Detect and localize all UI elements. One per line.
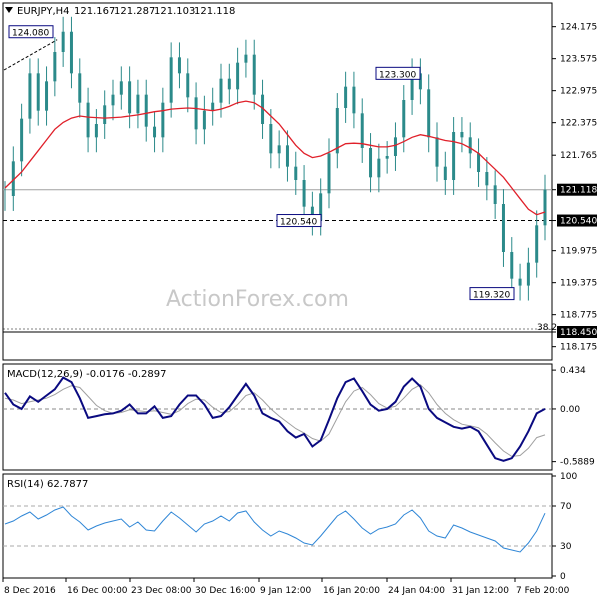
fib-level-label: 38.2 — [537, 323, 557, 333]
macd-title: MACD(12,26,9) -0.0176 -0.2897 — [7, 369, 167, 380]
x-tick-label: 9 Jan 12:00 — [260, 586, 312, 596]
y-tick-label: 118.775 — [560, 311, 597, 321]
price-annotation-label: 123.300 — [379, 70, 416, 80]
y-tick-label: 118.450 — [560, 328, 597, 338]
price-annotation-box — [8, 25, 54, 39]
x-tick-label: 16 Jan 20:00 — [323, 586, 380, 596]
y-tick-highlight — [557, 214, 597, 227]
price-annotation-box — [276, 214, 322, 228]
y-tick-label: 122.975 — [560, 87, 597, 97]
y-tick-label: 122.375 — [560, 119, 597, 129]
price-panel-frame — [2, 2, 553, 361]
y-tick-label: 121.118 — [560, 186, 597, 196]
macd-signal-line — [4, 384, 546, 457]
rsi-tick-label: 30 — [560, 542, 572, 552]
rsi-line — [4, 506, 546, 553]
rsi-tick-label: 100 — [560, 472, 577, 482]
price-annotation-label: 120.540 — [280, 218, 317, 228]
y-tick-label: 121.765 — [560, 151, 597, 161]
ohlc-close: 121.118 — [194, 6, 235, 17]
macd-tick-label: -0.5889 — [560, 458, 595, 468]
moving-average-line — [4, 100, 546, 216]
symbol-label: EURJPY,H4 — [17, 6, 70, 17]
y-tick-label: 119.975 — [560, 247, 597, 257]
y-tick-label: 118.175 — [560, 343, 597, 353]
x-tick-label: 24 Jan 04:00 — [388, 586, 445, 596]
rsi-title: RSI(14) 62.7877 — [7, 479, 88, 490]
watermark: ActionForex.com — [166, 287, 349, 312]
price-annotation-box — [469, 287, 515, 301]
y-tick-highlight — [557, 326, 597, 338]
dropdown-arrow-icon[interactable] — [5, 7, 13, 13]
rsi-panel-frame — [2, 473, 553, 579]
price-series-group: 124.080 123.300 120.540 119.320 38.2 — [3, 16, 557, 333]
rsi-series-group — [3, 505, 552, 553]
axes-group: 124.175 123.575 122.975 122.375 121.765 121.1… — [2, 23, 597, 596]
trendline — [3, 39, 58, 71]
rsi-tick-label: 70 — [560, 502, 572, 512]
ohlc-open: 121.167 — [74, 6, 115, 17]
macd-tick-label: 0.00 — [560, 405, 580, 415]
x-tick-label: 16 Dec 00:00 — [67, 586, 128, 596]
ohlc-high: 121.287 — [114, 6, 155, 17]
y-tick-highlight — [557, 183, 597, 196]
x-tick-label: 30 Dec 16:00 — [195, 586, 256, 596]
x-tick-label: 31 Jan 12:00 — [452, 586, 509, 596]
ohlc-low: 121.103 — [154, 6, 195, 17]
rsi-tick-label: 0 — [560, 572, 566, 582]
y-tick-label: 119.375 — [560, 279, 597, 289]
y-tick-label: 124.175 — [560, 23, 597, 33]
price-annotation-box — [375, 66, 421, 80]
price-annotation-label: 119.320 — [473, 291, 510, 301]
macd-panel-frame — [2, 363, 553, 471]
y-tick-label: 123.575 — [560, 55, 597, 65]
macd-tick-label: 0.434 — [560, 366, 586, 376]
x-tick-label: 8 Dec 2016 — [4, 586, 56, 596]
x-tick-label: 7 Feb 20:00 — [516, 586, 570, 596]
macd-series-group — [3, 376, 552, 462]
y-tick-label: 120.540 — [560, 217, 597, 227]
macd-line — [4, 376, 546, 462]
price-annotation-label: 124.080 — [12, 29, 49, 39]
x-tick-label: 23 Dec 08:00 — [131, 586, 192, 596]
